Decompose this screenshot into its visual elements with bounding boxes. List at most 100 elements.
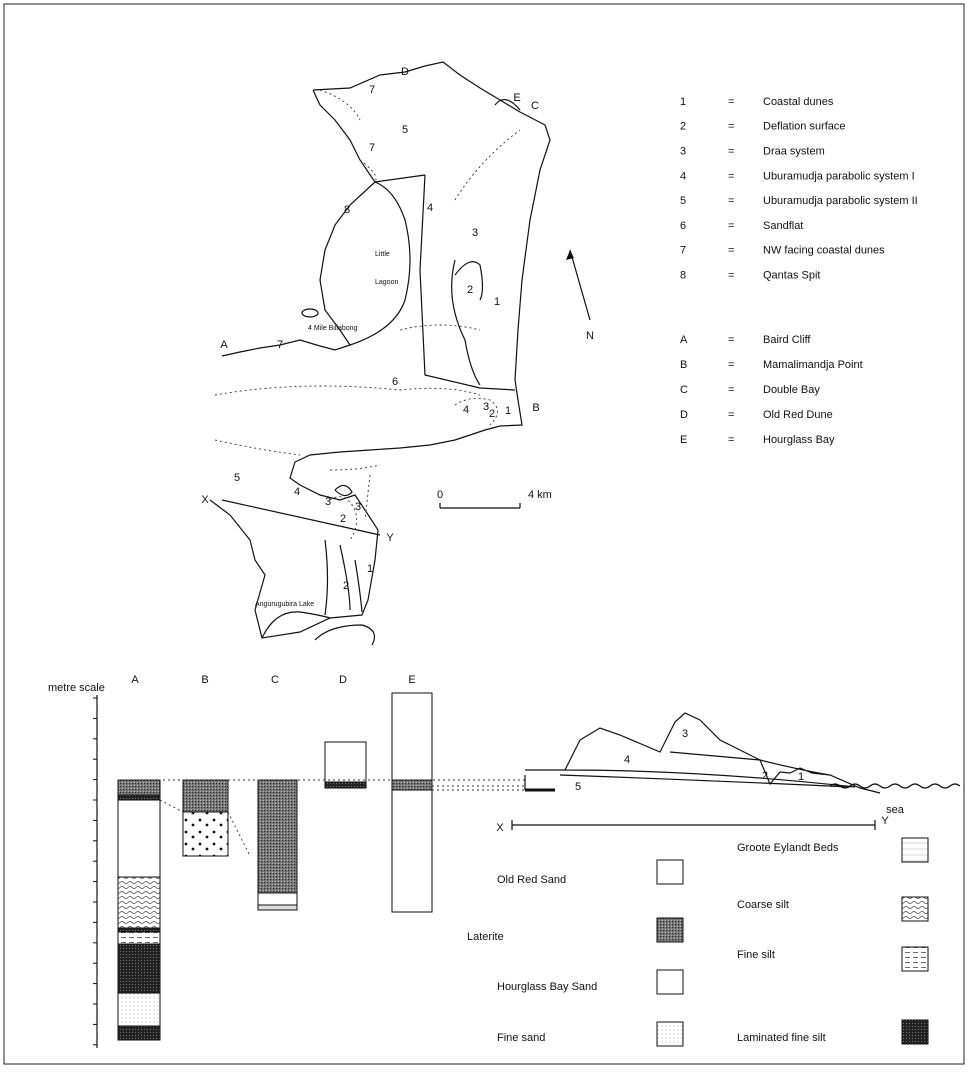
map-coast: [221, 89, 376, 357]
column-layer: [257, 779, 298, 894]
key-id: C: [680, 384, 688, 396]
map-label: 6: [392, 376, 398, 388]
section-label: 4: [624, 754, 630, 766]
map-label: 7: [277, 339, 283, 351]
map-label: 4: [463, 404, 469, 416]
map-label: 7: [369, 84, 375, 96]
section-label: 3: [682, 728, 688, 740]
billabong: [301, 308, 319, 318]
map-label: 1: [494, 296, 500, 308]
column-layer: [182, 779, 229, 813]
column-layer: [117, 992, 161, 1027]
column-layer: [257, 892, 298, 906]
axis-label: metre scale: [48, 682, 105, 694]
key-separator: =: [728, 359, 734, 371]
lithology-legend: [656, 837, 929, 1047]
key-text: Double Bay: [763, 384, 820, 396]
column-layer: [391, 692, 433, 781]
key-separator: =: [728, 146, 734, 158]
map-label: 3: [472, 227, 478, 239]
map-label: 2: [340, 513, 346, 525]
frame: [3, 3, 965, 1065]
key-id: 3: [680, 146, 686, 158]
legend-text: Old Red Sand: [497, 874, 566, 886]
map-label: X: [201, 494, 209, 506]
section-end: X: [496, 822, 504, 834]
key-text: Deflation surface: [763, 121, 846, 133]
key-separator: =: [728, 384, 734, 396]
key-separator: =: [728, 434, 734, 446]
key-separator: =: [728, 270, 734, 282]
key-separator: =: [728, 334, 734, 346]
key-id: E: [680, 434, 687, 446]
column-layer: [324, 741, 367, 783]
section-end: Y: [881, 815, 889, 827]
key-id: 5: [680, 195, 686, 207]
column-layer: [117, 799, 161, 878]
key-id: 1: [680, 96, 686, 108]
key-separator: =: [728, 195, 734, 207]
section-label: 1: [798, 771, 804, 783]
legend-swatch: [901, 1019, 929, 1045]
section-label: 5: [575, 781, 581, 793]
key-id: 6: [680, 220, 686, 232]
map-label: 4: [427, 202, 433, 214]
legend-swatch: [901, 946, 929, 972]
map-label: 7: [369, 142, 375, 154]
map-outline: [209, 61, 551, 639]
section-label: sea: [886, 804, 905, 816]
column-layer: [182, 811, 229, 857]
column-label: B: [201, 674, 208, 686]
column-layer: [391, 779, 433, 791]
columns: [117, 692, 433, 1041]
legend-swatch: [656, 969, 684, 995]
key-text: Qantas Spit: [763, 270, 820, 282]
map-label: 5: [234, 472, 240, 484]
key-id: 2: [680, 121, 686, 133]
key-id: A: [680, 334, 688, 346]
key-text: Baird Cliff: [763, 334, 811, 346]
column-layer: [117, 943, 161, 994]
key-separator: =: [728, 220, 734, 232]
map-label: 3: [355, 501, 361, 513]
map-label: E: [513, 92, 520, 104]
column-layer: [391, 789, 433, 913]
section-label: 2: [762, 770, 768, 782]
map-label: C: [531, 100, 539, 112]
map-label: 4 Mile Billabong: [308, 325, 358, 332]
key-text: Uburamudja parabolic system II: [763, 195, 918, 207]
column-label: E: [408, 674, 415, 686]
map-label: B: [532, 402, 539, 414]
map-label: D: [401, 66, 409, 78]
map-label: 3: [325, 496, 331, 508]
key-id: 7: [680, 245, 686, 257]
map-label: Lagoon: [375, 279, 398, 286]
scale-label: 4 km: [528, 489, 552, 501]
key-text: Sandflat: [763, 220, 803, 232]
section-axis: [511, 820, 876, 830]
north-label: N: [586, 330, 594, 342]
map-label: 1: [367, 563, 373, 575]
section-line: [221, 499, 381, 536]
column-layer: [117, 927, 161, 933]
map-label: 8: [344, 204, 350, 216]
key-separator: =: [728, 121, 734, 133]
dune-shapes: [324, 261, 484, 616]
scale-bar: [439, 503, 521, 509]
legend-text: Coarse silt: [737, 899, 789, 911]
column-layer: [117, 779, 161, 796]
column-layer: [117, 1025, 161, 1041]
legend-text: Groote Eylandt Beds: [737, 842, 839, 854]
key-text: Uburamudja parabolic system I: [763, 170, 915, 182]
map-label: Little: [375, 251, 390, 258]
key-separator: =: [728, 96, 734, 108]
column-layer: [257, 904, 298, 911]
map-label: 2: [343, 580, 349, 592]
legend-swatch: [901, 837, 929, 863]
map-label: Angurugubira Lake: [255, 601, 314, 608]
column-label: A: [131, 674, 139, 686]
legend-text: Laterite: [467, 931, 504, 943]
column-label: D: [339, 674, 347, 686]
key-text: NW facing coastal dunes: [763, 245, 885, 257]
